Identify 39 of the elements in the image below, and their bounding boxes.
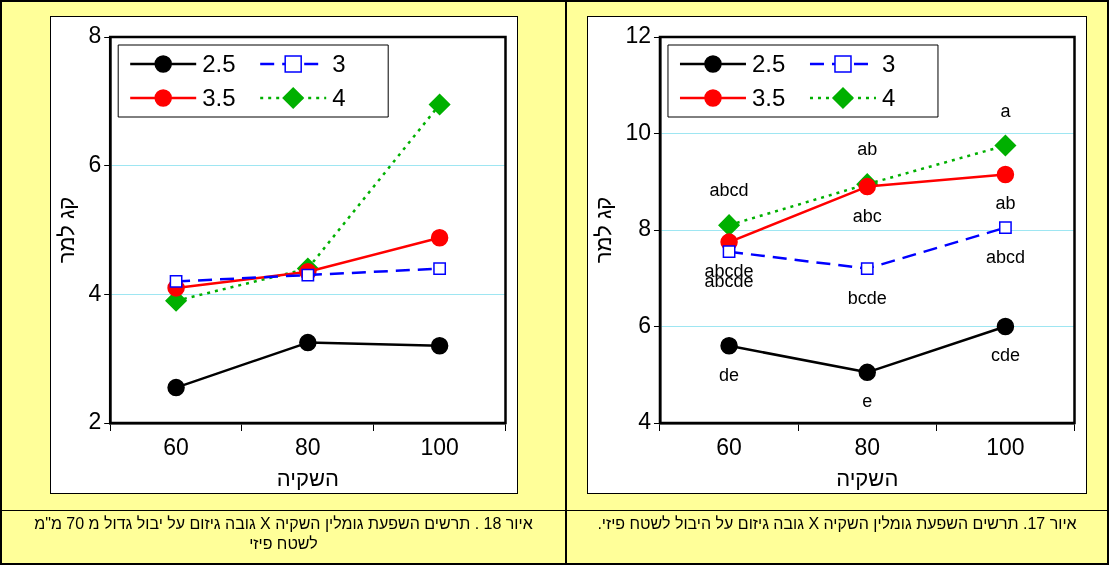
legend-label: 3.5 — [751, 83, 786, 111]
y-tick-label: 8 — [638, 215, 651, 242]
y-tick-label: 4 — [638, 408, 652, 435]
x-tick-label: 60 — [716, 434, 742, 461]
annotation: cde — [990, 345, 1020, 366]
y-tick-label: 12 — [625, 22, 651, 49]
annotation: e — [862, 391, 873, 412]
legend-label: 3 — [331, 49, 346, 77]
legend-label: 4 — [331, 83, 346, 111]
annotation: a — [1000, 100, 1012, 121]
y-tick-label: 2 — [87, 408, 101, 435]
y-tick-label: 6 — [638, 311, 651, 338]
y-tick-label: 4 — [87, 279, 101, 306]
annotation: de — [719, 364, 740, 385]
x-axis-title: השקיה — [836, 465, 899, 491]
x-tick-label: 100 — [419, 434, 459, 461]
annotation: abcd — [985, 246, 1025, 267]
x-tick-label: 100 — [986, 434, 1025, 461]
annotation: abc — [852, 205, 882, 226]
x-tick-label: 80 — [854, 434, 881, 461]
x-axis-title: השקיה — [276, 465, 339, 491]
text: איור 17. תרשים השפעת גומלין השקיה X גובה גיזום על היבול לשטח פיזי. — [596, 514, 1078, 534]
y-axis-title: קג למר — [53, 196, 79, 264]
annotation: ab — [857, 139, 878, 160]
annotation: abcd — [709, 180, 749, 201]
legend-label: 2.5 — [751, 49, 786, 77]
y-tick-label: 10 — [625, 118, 651, 145]
x-tick-label: 80 — [294, 434, 321, 461]
legend-label: 3.5 — [201, 83, 236, 111]
legend-label: 2.5 — [201, 49, 236, 77]
y-tick-label: 8 — [87, 22, 101, 49]
x-tick-label: 60 — [162, 434, 189, 461]
annotation: ab — [995, 193, 1016, 214]
annotation: bcde — [847, 287, 887, 308]
legend-label: 3 — [881, 49, 896, 77]
y-axis-title: קג למר — [591, 196, 617, 264]
legend-label: 4 — [881, 83, 896, 111]
text: איור 18 . תרשים השפעת גומלין השקיה X גובה גיזום על יבול גדול מ 70 מ"מ לשטח פיזי — [33, 514, 534, 554]
y-tick-label: 6 — [87, 151, 101, 178]
